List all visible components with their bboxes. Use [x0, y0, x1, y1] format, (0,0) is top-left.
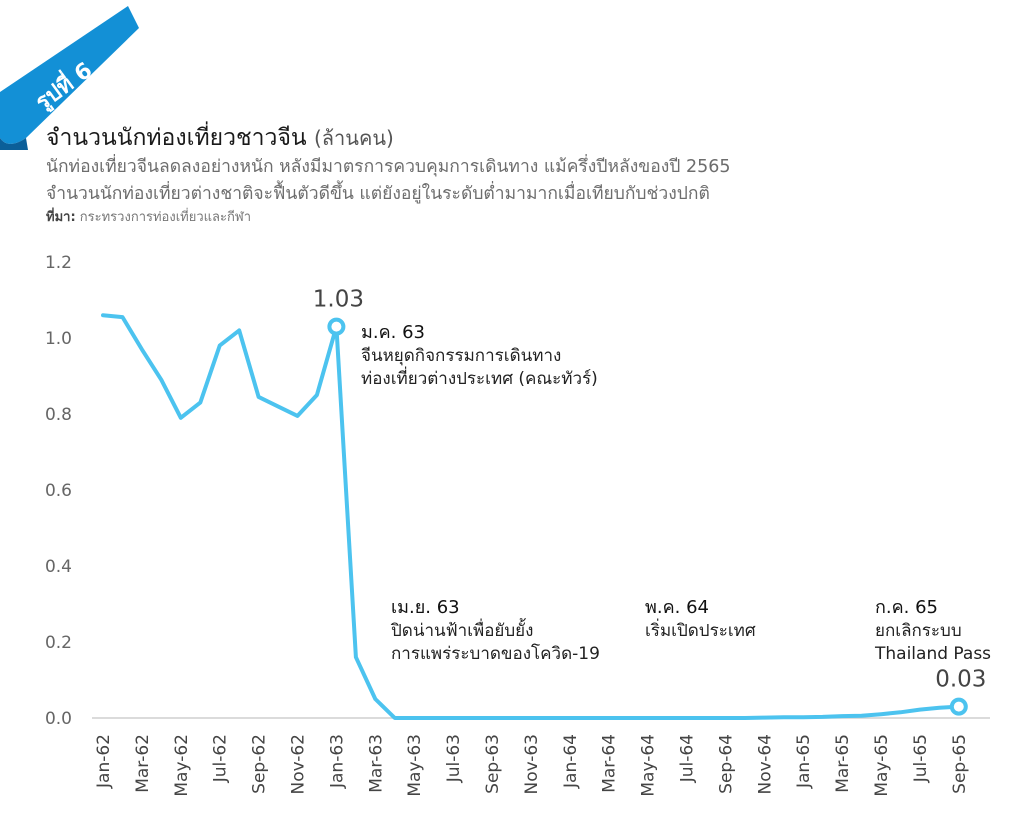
x-tick-label: Jul-62	[211, 734, 231, 783]
highlight-markers	[327, 317, 968, 716]
annotation: ม.ค. 63 จีนหยุดกิจกรรมการเดินทางท่องเที่ย…	[361, 322, 598, 389]
x-tick-label: Jan-64	[561, 734, 581, 789]
annotation-title: เม.ย. 63	[391, 597, 460, 618]
series-line	[101, 313, 961, 720]
y-tick-label: 0.4	[45, 557, 72, 577]
x-tick-label: May-65	[872, 734, 892, 797]
x-tick-label: Sep-63	[483, 734, 503, 794]
x-tick-label: Mar-62	[133, 734, 153, 793]
annotation-title: ก.ค. 65	[875, 597, 938, 618]
annotation-text: จีนหยุดกิจกรรมการเดินทาง	[361, 346, 561, 366]
x-tick-label: Sep-62	[250, 734, 270, 794]
x-tick-label: Jan-65	[794, 734, 814, 789]
y-tick-label: 1.0	[45, 329, 72, 349]
x-tick-label: Mar-64	[600, 734, 620, 793]
annotation-title: พ.ค. 64	[645, 597, 709, 618]
chart-subtitle-1: นักท่องเที่ยวจีนลดลงอย่างหนัก หลังมีมาตร…	[46, 157, 731, 177]
x-tick-label: Jan-63	[327, 734, 347, 789]
value-label: 1.03	[313, 287, 364, 313]
x-tick-label: Nov-64	[755, 734, 775, 795]
annotation-title: ม.ค. 63	[361, 322, 425, 343]
figure-badge: รูปที่ 6	[0, 6, 139, 150]
x-tick-label: Jan-62	[94, 734, 114, 789]
y-tick-label: 0.8	[45, 405, 72, 425]
highlight-marker	[949, 697, 968, 716]
highlight-marker	[327, 317, 346, 336]
chart-subtitle-2: จำนวนนักท่องเที่ยวต่างชาติจะฟื้นตัวดีขึ้…	[46, 184, 710, 204]
y-tick-label: 1.2	[45, 253, 72, 273]
annotations: ม.ค. 63 จีนหยุดกิจกรรมการเดินทางท่องเที่ย…	[361, 322, 991, 664]
x-tick-label: Mar-65	[833, 734, 853, 793]
y-tick-label: 0.2	[45, 633, 72, 653]
annotation-text: ท่องเที่ยวต่างประเทศ (คณะทัวร์)	[361, 366, 598, 389]
x-axis: Jan-62 Mar-62 May-62 Jul-62 Sep-62 Nov-62 Jan-…	[94, 734, 970, 797]
y-axis: 0.0 0.2 0.4 0.6 0.8 1.0 1.2	[45, 253, 72, 729]
source-text: กระทรวงการท่องเที่ยวและกีฬา	[79, 210, 252, 225]
x-tick-label: Nov-63	[522, 734, 542, 795]
x-tick-label: Jul-63	[444, 734, 464, 783]
x-tick-label: Jul-64	[678, 734, 698, 783]
annotation-text: ยกเลิกระบบ	[875, 621, 962, 641]
chart-title-unit: (ล้านคน)	[313, 126, 394, 150]
y-tick-label: 0.0	[45, 709, 72, 729]
chart-title-line: จำนวนนักท่องเที่ยวชาวจีน (ล้านคน)	[46, 122, 1002, 154]
x-tick-label: Sep-64	[716, 734, 736, 794]
source-label: ที่มา:	[46, 210, 76, 225]
annotation: เม.ย. 63ปิดน่านฟ้าเพื่อยับยั้งการแพร่ระบ…	[390, 597, 600, 664]
x-tick-label: May-63	[405, 734, 425, 797]
value-labels: 1.03 0.03	[313, 287, 987, 693]
annotation-text: Thailand Pass	[874, 644, 991, 664]
x-tick-label: Nov-62	[289, 734, 309, 795]
chart-header: จำนวนนักท่องเที่ยวชาวจีน (ล้านคน) นักท่อ…	[46, 122, 1002, 228]
annotation: ก.ค. 65 ยกเลิกระบบ Thailand Pass	[874, 597, 991, 664]
x-tick-label: Mar-63	[366, 734, 386, 793]
x-tick-label: May-62	[172, 734, 192, 797]
y-tick-label: 0.6	[45, 481, 72, 501]
x-tick-label: Jul-65	[911, 734, 931, 783]
annotation-text: เริ่มเปิดประเทศ	[645, 618, 756, 641]
annotation-text: ปิดน่านฟ้าเพื่อยับยั้ง	[390, 618, 533, 641]
chart-source: ที่มา: กระทรวงการท่องเที่ยวและกีฬา	[46, 208, 1002, 228]
badge-ribbon-fold	[0, 138, 28, 150]
x-tick-label: Sep-65	[950, 734, 970, 794]
annotation-text: การแพร่ระบาดของโควิด-19	[391, 643, 600, 664]
chart-title: จำนวนนักท่องเที่ยวชาวจีน	[46, 125, 307, 151]
value-label: 0.03	[935, 667, 986, 693]
x-tick-label: May-64	[639, 734, 659, 797]
badge-ribbon	[0, 6, 139, 144]
